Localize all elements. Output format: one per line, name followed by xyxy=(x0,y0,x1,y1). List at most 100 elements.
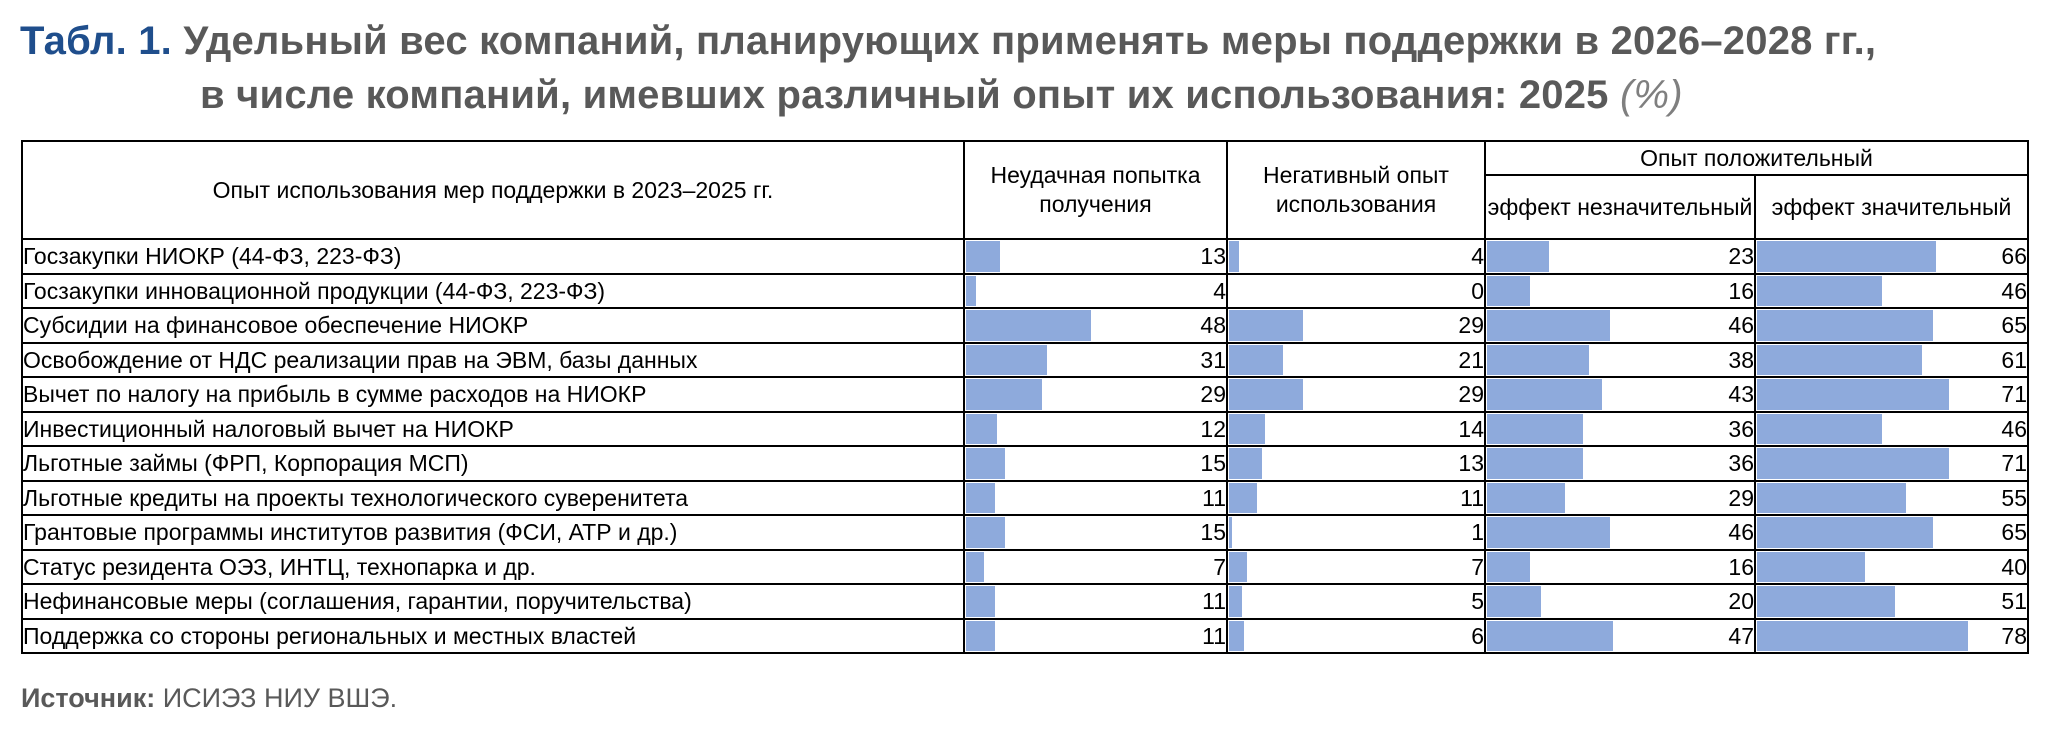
source-note: Источник: ИСИЭЗ НИУ ВШЭ. xyxy=(21,683,397,714)
data-bar xyxy=(1229,551,1247,582)
cell-value: 7 xyxy=(1213,553,1226,580)
table-row: Статус резидента ОЭЗ, ИНТЦ, технопарка и… xyxy=(21,548,2029,585)
cell-negative: 29 xyxy=(1226,376,1486,413)
row-measure-name: Поддержка со стороны региональных и мест… xyxy=(21,617,965,654)
source-text: ИСИЭЗ НИУ ВШЭ. xyxy=(162,683,398,713)
data-bar xyxy=(966,241,1000,272)
cell-value: 23 xyxy=(1728,243,1754,270)
cell-failed: 48 xyxy=(963,307,1228,344)
header-negative-experience: Негативный опыт использования xyxy=(1226,140,1486,240)
cell-value: 61 xyxy=(2001,346,2027,373)
cell-negative: 7 xyxy=(1226,548,1486,585)
data-bar xyxy=(966,344,1047,375)
cell-value: 11 xyxy=(1202,622,1226,649)
cell-negative: 0 xyxy=(1226,272,1486,309)
data-bar xyxy=(1229,241,1240,272)
data-bar xyxy=(1757,517,1934,548)
cell-value: 46 xyxy=(2001,277,2027,304)
cell-failed: 15 xyxy=(963,514,1228,551)
cell-pos-major: 46 xyxy=(1754,272,2029,309)
cell-negative: 4 xyxy=(1226,238,1486,275)
cell-pos-major: 51 xyxy=(1754,583,2029,620)
row-measure-name: Инвестиционный налоговый вычет на НИОКР xyxy=(21,410,965,447)
cell-value: 13 xyxy=(1458,450,1484,477)
cell-value: 4 xyxy=(1213,277,1226,304)
cell-value: 36 xyxy=(1728,450,1754,477)
table-row: Льготные займы (ФРП, Корпорация МСП) 15 13… xyxy=(21,445,2029,482)
cell-value: 15 xyxy=(1200,519,1226,546)
data-bar xyxy=(1487,482,1565,513)
cell-value: 66 xyxy=(2001,243,2027,270)
cell-pos-major: 65 xyxy=(1754,514,2029,551)
cell-failed: 11 xyxy=(963,583,1228,620)
data-bar xyxy=(966,482,995,513)
cell-failed: 11 xyxy=(963,479,1228,516)
cell-failed: 13 xyxy=(963,238,1228,275)
cell-value: 15 xyxy=(1200,450,1226,477)
data-bar xyxy=(1757,482,1907,513)
cell-pos-minor: 23 xyxy=(1484,238,1756,275)
table-row: Грантовые программы институтов развития … xyxy=(21,514,2029,551)
cell-pos-major: 40 xyxy=(1754,548,2029,585)
title-line-2-wrap: в числе компаний, имевших различный опыт… xyxy=(20,68,2040,122)
cell-pos-minor: 46 xyxy=(1484,514,1756,551)
cell-value: 65 xyxy=(2001,312,2027,339)
cell-pos-minor: 47 xyxy=(1484,617,1756,654)
data-bar xyxy=(966,517,1006,548)
cell-failed: 4 xyxy=(963,272,1228,309)
data-bar xyxy=(1487,344,1589,375)
cell-value: 40 xyxy=(2001,553,2027,580)
data-bar xyxy=(1229,620,1245,651)
cell-value: 71 xyxy=(2001,450,2027,477)
cell-value: 16 xyxy=(1728,553,1754,580)
cell-pos-major: 65 xyxy=(1754,307,2029,344)
header-positive-minor: эффект незначительный xyxy=(1484,174,1756,240)
data-bar xyxy=(966,413,998,444)
data-bar xyxy=(1757,586,1896,617)
row-measure-name: Льготные кредиты на проекты технологичес… xyxy=(21,479,965,516)
row-measure-name: Освобождение от НДС реализации прав на Э… xyxy=(21,341,965,378)
cell-value: 29 xyxy=(1200,381,1226,408)
cell-pos-minor: 20 xyxy=(1484,583,1756,620)
cell-value: 21 xyxy=(1458,346,1484,373)
data-bar xyxy=(1757,620,1969,651)
row-measure-name: Вычет по налогу на прибыль в сумме расхо… xyxy=(21,376,965,413)
cell-failed: 31 xyxy=(963,341,1228,378)
data-bar xyxy=(1487,275,1530,306)
table-title: Табл. 1. Удельный вес компаний, планирую… xyxy=(20,14,2040,122)
table-row: Нефинансовые меры (соглашения, гарантии,… xyxy=(21,583,2029,620)
support-measures-table: Опыт использования мер поддержки в 2023–… xyxy=(21,140,2029,654)
row-measure-name: Госзакупки инновационной продукции (44-Ф… xyxy=(21,272,965,309)
cell-pos-major: 46 xyxy=(1754,410,2029,447)
cell-pos-minor: 16 xyxy=(1484,272,1756,309)
cell-value: 38 xyxy=(1728,346,1754,373)
cell-value: 11 xyxy=(1202,588,1226,615)
cell-negative: 11 xyxy=(1226,479,1486,516)
data-bar xyxy=(966,310,1092,341)
cell-value: 14 xyxy=(1458,415,1484,442)
title-unit: (%) xyxy=(1619,73,1683,117)
cell-value: 55 xyxy=(2001,484,2027,511)
cell-value: 48 xyxy=(1200,312,1226,339)
cell-pos-minor: 38 xyxy=(1484,341,1756,378)
cell-value: 29 xyxy=(1728,484,1754,511)
title-line-2: в числе компаний, имевших различный опыт… xyxy=(200,73,1609,117)
table-row: Поддержка со стороны региональных и мест… xyxy=(21,617,2029,654)
cell-value: 31 xyxy=(1200,346,1226,373)
row-measure-name: Статус резидента ОЭЗ, ИНТЦ, технопарка и… xyxy=(21,548,965,585)
header-row-label: Опыт использования мер поддержки в 2023–… xyxy=(21,140,965,240)
cell-value: 7 xyxy=(1471,553,1484,580)
data-bar xyxy=(1229,517,1232,548)
data-bar xyxy=(1229,482,1258,513)
table-row: Госзакупки НИОКР (44-ФЗ, 223-ФЗ) 13 4 23 66 xyxy=(21,238,2029,275)
cell-value: 0 xyxy=(1471,277,1484,304)
data-bar xyxy=(1487,379,1603,410)
cell-negative: 13 xyxy=(1226,445,1486,482)
header-failed-attempt: Неудачная попытка получения xyxy=(963,140,1228,240)
data-bar xyxy=(1757,241,1936,272)
table-row: Вычет по налогу на прибыль в сумме расхо… xyxy=(21,376,2029,413)
data-bar xyxy=(1757,448,1950,479)
cell-value: 78 xyxy=(2001,622,2027,649)
data-bar xyxy=(1487,620,1613,651)
cell-value: 47 xyxy=(1728,622,1754,649)
